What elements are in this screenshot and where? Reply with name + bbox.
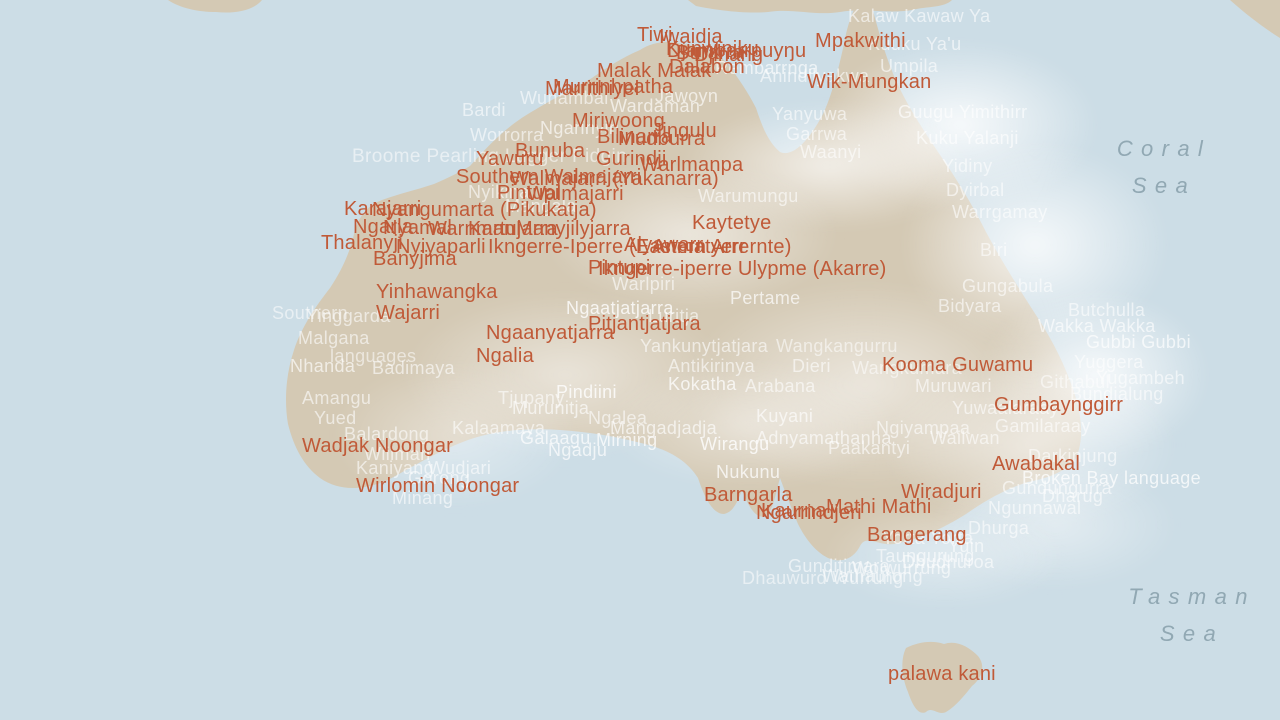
language-label[interactable]: Pitjantjatjara xyxy=(588,313,701,335)
language-label[interactable]: Murrinhpatha xyxy=(553,76,674,98)
language-label[interactable]: Bangerang xyxy=(867,524,967,546)
language-label[interactable]: Ikngerre-Iperre (Eastern Arrernte) xyxy=(488,236,792,258)
coastline-fragment-northeast xyxy=(1230,0,1280,38)
language-label[interactable]: Ngaanyatjarra xyxy=(486,322,615,344)
language-label[interactable]: Dalabon xyxy=(669,56,745,78)
language-label[interactable]: Mudburra xyxy=(618,128,706,150)
language-label[interactable]: Alyawarr xyxy=(624,234,704,256)
language-label[interactable]: Marrithiyel xyxy=(545,78,640,100)
language-label[interactable]: Awabakal xyxy=(992,453,1080,475)
language-label[interactable]: Yinhawangka xyxy=(376,281,498,303)
language-label[interactable]: Pintupi xyxy=(497,182,560,204)
language-label[interactable]: Manyjilyjarra xyxy=(516,218,631,240)
language-label[interactable]: Nyiyaparli xyxy=(396,236,486,258)
language-label[interactable]: Warnman xyxy=(428,218,516,240)
language-label[interactable]: Ngarla xyxy=(353,216,414,238)
language-label[interactable]: Nyangumarta (Pikukatja) xyxy=(372,199,597,221)
language-label[interactable]: Bunuba xyxy=(515,140,586,162)
language-label[interactable]: Bilinarra xyxy=(597,126,673,148)
language-label[interactable]: Nyamal xyxy=(383,217,452,239)
language-label[interactable]: Kartujarra xyxy=(468,218,558,240)
language-label[interactable]: Banyjima xyxy=(373,248,457,270)
language-label[interactable]: Tiwi xyxy=(637,24,673,46)
language-label[interactable]: Mpakwithi xyxy=(815,30,906,52)
language-label[interactable]: Wajarri xyxy=(376,302,440,324)
language-label[interactable]: Thalanyji xyxy=(321,232,403,254)
language-label[interactable]: Barngarla xyxy=(704,484,793,506)
coastline-fragment-north xyxy=(688,0,952,14)
tasmania xyxy=(902,641,983,713)
language-label[interactable]: Wiradjuri xyxy=(901,481,982,503)
language-label[interactable]: Walmajarri xyxy=(527,183,624,205)
language-label[interactable]: Wadjak Noongar xyxy=(302,435,454,457)
language-label[interactable]: palawa kani xyxy=(888,663,996,685)
language-label[interactable]: Wik-Mungkan xyxy=(807,71,932,93)
language-label[interactable]: Ngarrindjeri xyxy=(756,502,862,524)
language-label[interactable]: Wirlomin Noongar xyxy=(356,475,520,497)
language-label[interactable]: Ikngerre-iperre Ulypme (Akarre) xyxy=(598,258,887,280)
language-label[interactable]: Mathi Mathi xyxy=(826,496,932,518)
language-label[interactable]: Kooma Guwamu xyxy=(882,354,1034,376)
language-label[interactable]: Southern Walmajarri xyxy=(456,166,642,188)
language-label[interactable]: Jingulu xyxy=(652,120,717,142)
coastline-fragment-northwest xyxy=(168,0,262,13)
language-label[interactable]: Karajarri xyxy=(344,198,422,220)
language-label[interactable]: Burarra xyxy=(676,42,745,64)
language-label[interactable]: Kaytetye xyxy=(692,212,772,234)
language-label[interactable]: Djambarrpuyŋu xyxy=(667,40,807,62)
language-label[interactable]: Kaurna xyxy=(761,500,827,522)
language-label[interactable]: Miriwoong xyxy=(572,110,665,132)
language-label[interactable]: Djinang xyxy=(694,44,764,66)
language-label[interactable]: Pintupi xyxy=(588,257,651,279)
language-label[interactable]: Kunwinjku xyxy=(666,38,759,60)
language-label[interactable]: Gurindji xyxy=(596,148,667,170)
language-label[interactable]: Iwaidja xyxy=(659,26,723,48)
language-label[interactable]: Walmajarri (Yakanarra) xyxy=(510,168,719,190)
language-label[interactable]: Gumbaynggirr xyxy=(994,394,1124,416)
language-label[interactable]: Yawuru xyxy=(476,148,544,170)
language-label[interactable]: Anmatyerr xyxy=(652,236,747,258)
language-label[interactable]: Ngalia xyxy=(476,345,534,367)
language-label[interactable]: Malak Malak xyxy=(597,60,712,82)
language-label[interactable]: Warlmanpa xyxy=(640,154,744,176)
